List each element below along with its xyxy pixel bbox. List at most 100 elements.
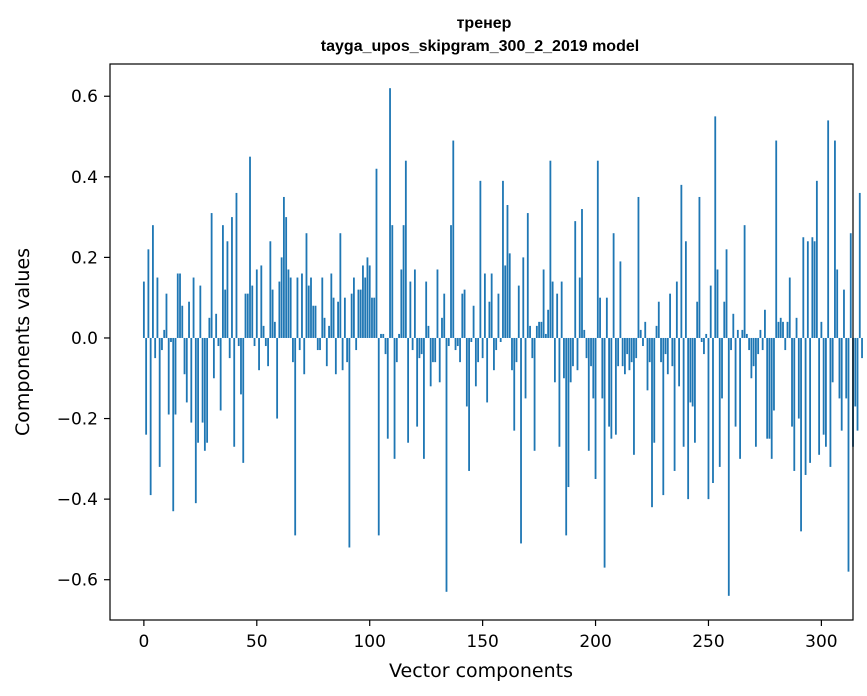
bar — [224, 289, 227, 338]
bar — [181, 305, 184, 338]
bar — [775, 140, 778, 338]
bar — [371, 297, 373, 338]
x-tick-label: 150 — [466, 632, 498, 652]
bar — [671, 337, 674, 367]
bar — [714, 116, 717, 338]
y-tick-label: 0.0 — [71, 329, 98, 349]
bar — [736, 329, 739, 338]
bar — [723, 301, 726, 338]
bar — [727, 337, 730, 596]
bar — [373, 297, 376, 338]
bar — [438, 337, 441, 383]
bar — [468, 337, 470, 471]
bar — [267, 337, 269, 367]
bar — [694, 337, 696, 443]
bar — [538, 321, 540, 338]
bar — [721, 337, 723, 399]
bar — [513, 337, 516, 431]
bar — [759, 329, 762, 338]
bar — [592, 337, 595, 399]
bar — [849, 233, 852, 338]
bar — [732, 313, 735, 338]
bar — [172, 337, 175, 512]
bar — [795, 317, 798, 338]
bar — [357, 289, 360, 338]
bar — [508, 253, 511, 338]
bar — [192, 277, 195, 338]
chart-subtitle: tayga_upos_skipgram_300_2_2019 model — [321, 38, 639, 55]
bar — [409, 281, 412, 338]
bar — [612, 233, 615, 338]
bar — [662, 337, 665, 496]
bar — [280, 257, 283, 338]
bar — [502, 180, 504, 338]
bar — [398, 333, 400, 338]
bar — [429, 337, 432, 387]
bar — [488, 301, 491, 338]
bar — [689, 337, 692, 403]
bar — [716, 269, 719, 338]
bar — [687, 337, 690, 500]
bar — [262, 325, 265, 338]
bar — [481, 337, 484, 359]
bar — [389, 88, 391, 338]
bar — [495, 337, 498, 351]
bar — [748, 337, 751, 351]
y-tick-label: 0.6 — [71, 87, 98, 107]
bar — [684, 241, 687, 338]
bar — [328, 325, 330, 338]
bar — [653, 337, 656, 443]
bar — [696, 301, 699, 338]
bar — [838, 337, 841, 399]
bar — [739, 337, 741, 459]
bar — [511, 337, 513, 371]
bar — [350, 293, 353, 338]
bar — [657, 301, 660, 338]
bar — [255, 269, 258, 338]
bar — [549, 160, 552, 338]
bar — [666, 337, 669, 375]
bar — [651, 337, 653, 508]
bar — [770, 337, 773, 459]
bar — [289, 277, 292, 338]
bar — [788, 277, 791, 338]
bar — [535, 325, 538, 338]
y-axis-label: Components values — [12, 248, 34, 436]
bar — [292, 337, 294, 363]
bar — [382, 333, 385, 338]
bar — [282, 196, 285, 338]
bar — [646, 337, 649, 391]
bar — [745, 333, 748, 338]
bar — [341, 337, 344, 371]
bar — [465, 337, 468, 407]
bar — [477, 337, 480, 363]
bar — [542, 269, 545, 338]
bar — [558, 337, 561, 447]
bar — [319, 337, 321, 351]
bar — [273, 321, 276, 338]
bar — [673, 337, 676, 471]
plot-frame — [109, 63, 854, 621]
bar — [188, 301, 190, 338]
bar — [822, 337, 825, 435]
bar — [219, 337, 222, 411]
bar — [578, 277, 581, 338]
bar — [818, 337, 821, 455]
bar — [427, 325, 430, 338]
bar — [768, 337, 771, 439]
bar — [806, 241, 809, 338]
bar — [574, 221, 577, 338]
chart-title: тренер — [457, 15, 512, 32]
bar — [587, 337, 590, 451]
bar — [348, 337, 351, 548]
bar — [718, 337, 721, 467]
bar — [244, 293, 247, 338]
bar — [682, 337, 685, 447]
bar — [456, 337, 459, 347]
bar — [626, 337, 629, 355]
bar — [384, 337, 387, 355]
bar — [572, 337, 574, 367]
bar — [287, 269, 290, 338]
bar — [434, 337, 437, 363]
